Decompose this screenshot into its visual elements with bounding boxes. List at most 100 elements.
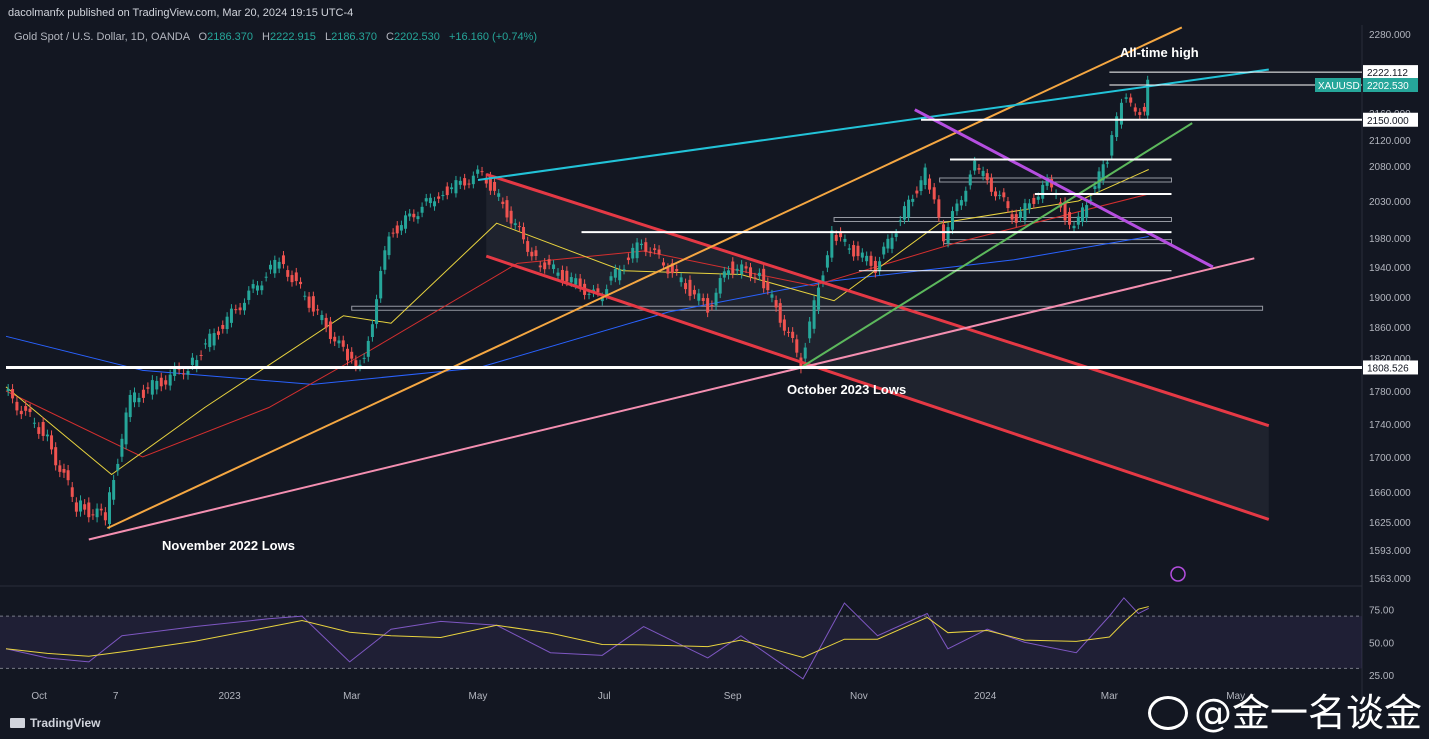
candle-body — [412, 213, 416, 218]
last-price-tag — [1363, 78, 1418, 93]
candle-body — [424, 198, 428, 202]
candle-body — [358, 364, 362, 367]
candle-body — [653, 248, 657, 251]
high-label: H — [262, 31, 270, 43]
candle-body — [328, 321, 332, 339]
candle-body — [273, 259, 277, 274]
candle-body — [350, 351, 354, 359]
candle-body — [247, 290, 251, 300]
candle-body — [1002, 192, 1006, 198]
chart-annotations: All-time high October 2023 Lows November 2… — [162, 45, 1199, 582]
candle-body — [639, 243, 643, 246]
candle-body — [203, 343, 207, 345]
time-tick-label: Jul — [598, 691, 611, 702]
candle-body — [199, 354, 203, 356]
candle-body — [362, 357, 366, 359]
candle-body — [1133, 107, 1137, 112]
tradingview-logo-icon — [10, 718, 25, 728]
time-axis[interactable]: Oct 7 2023 Mar May Jul Sep Nov 2024 Mar May — [31, 691, 1245, 702]
candle-body — [618, 269, 622, 281]
candle-body — [959, 200, 963, 206]
candle-body — [998, 194, 1002, 196]
trendlines — [6, 26, 1362, 541]
time-tick-label: May — [1226, 691, 1245, 702]
candle-body — [1146, 79, 1150, 116]
candle-body — [587, 293, 591, 295]
chart-annotation: All-time high — [1120, 45, 1199, 60]
candle-body — [255, 285, 259, 291]
candle-body — [787, 331, 791, 333]
candle-body — [774, 300, 778, 308]
candle-body — [679, 277, 683, 283]
candle-body — [95, 508, 99, 518]
candle-body — [817, 287, 821, 310]
rsi-line — [5, 597, 1149, 680]
candle-body — [834, 234, 838, 241]
time-tick-label: Mar — [343, 691, 361, 702]
candle-body — [886, 238, 890, 249]
candle-body — [133, 392, 137, 403]
candle-body — [923, 167, 927, 186]
candle-body — [212, 333, 216, 346]
candle-body — [753, 277, 757, 279]
candle-body — [116, 463, 120, 471]
candle-body — [404, 215, 408, 229]
candle-body — [749, 267, 753, 277]
candle-body — [74, 502, 78, 512]
last-price-label: 2202.530 — [1367, 81, 1409, 92]
rsi-band — [0, 616, 1362, 669]
time-tick-label: Oct — [31, 691, 47, 702]
symbol-tag-label: XAUUSD — [1318, 81, 1360, 92]
price-tick-label: 2280.000 — [1369, 30, 1411, 41]
candle-body — [62, 468, 66, 473]
level-price-tag — [1363, 112, 1418, 127]
candle-body — [433, 201, 437, 207]
candle-body — [341, 340, 345, 347]
candle-body — [911, 198, 915, 202]
price-axis[interactable]: 1563.000 1593.000 1625.000 1660.000 1700.000… — [1315, 30, 1418, 682]
candle-body — [1041, 184, 1045, 199]
support-zone-box — [939, 177, 1172, 183]
price-tick-label: 1660.000 — [1369, 488, 1411, 499]
candle-body — [795, 339, 799, 353]
candle-body — [513, 223, 517, 226]
candle-body — [225, 316, 229, 330]
candle-body — [648, 251, 652, 253]
red-channel-upper — [485, 172, 1270, 428]
candle-body — [155, 380, 159, 390]
candle-body — [112, 480, 116, 500]
symbol-name[interactable]: Gold Spot / U.S. Dollar, 1D, OANDA — [14, 31, 190, 43]
candle-body — [565, 270, 569, 282]
candle-body — [684, 283, 688, 290]
candle-body — [480, 171, 484, 173]
candle-body — [631, 247, 635, 259]
candle-body — [54, 447, 58, 466]
candle-body — [476, 169, 480, 174]
candle-body — [1089, 199, 1093, 201]
support-zone-box — [351, 305, 1264, 311]
candle-body — [722, 271, 726, 278]
candle-body — [333, 336, 337, 342]
candle-body — [613, 269, 617, 278]
candle-body — [234, 309, 238, 311]
rsi-tick-label: 75.00 — [1369, 606, 1394, 617]
time-tick-label: 2023 — [218, 691, 241, 702]
candle-body — [195, 360, 199, 368]
tradingview-brand[interactable]: TradingView — [10, 716, 100, 730]
level-price-tag — [1363, 360, 1418, 375]
candle-body — [744, 266, 748, 269]
candle-body — [281, 255, 285, 265]
candle-body — [501, 201, 505, 204]
candle-body — [320, 314, 324, 321]
candle-body — [766, 281, 770, 291]
candle-body — [556, 272, 560, 276]
candle-body — [1142, 106, 1146, 112]
candle-body — [878, 261, 882, 272]
ma-red-line — [5, 193, 1149, 458]
level-price-tag — [1363, 65, 1418, 80]
brand-label: TradingView — [30, 716, 101, 730]
time-tick-label: May — [469, 691, 488, 702]
candle-body — [706, 298, 710, 313]
candle-body — [387, 236, 391, 256]
